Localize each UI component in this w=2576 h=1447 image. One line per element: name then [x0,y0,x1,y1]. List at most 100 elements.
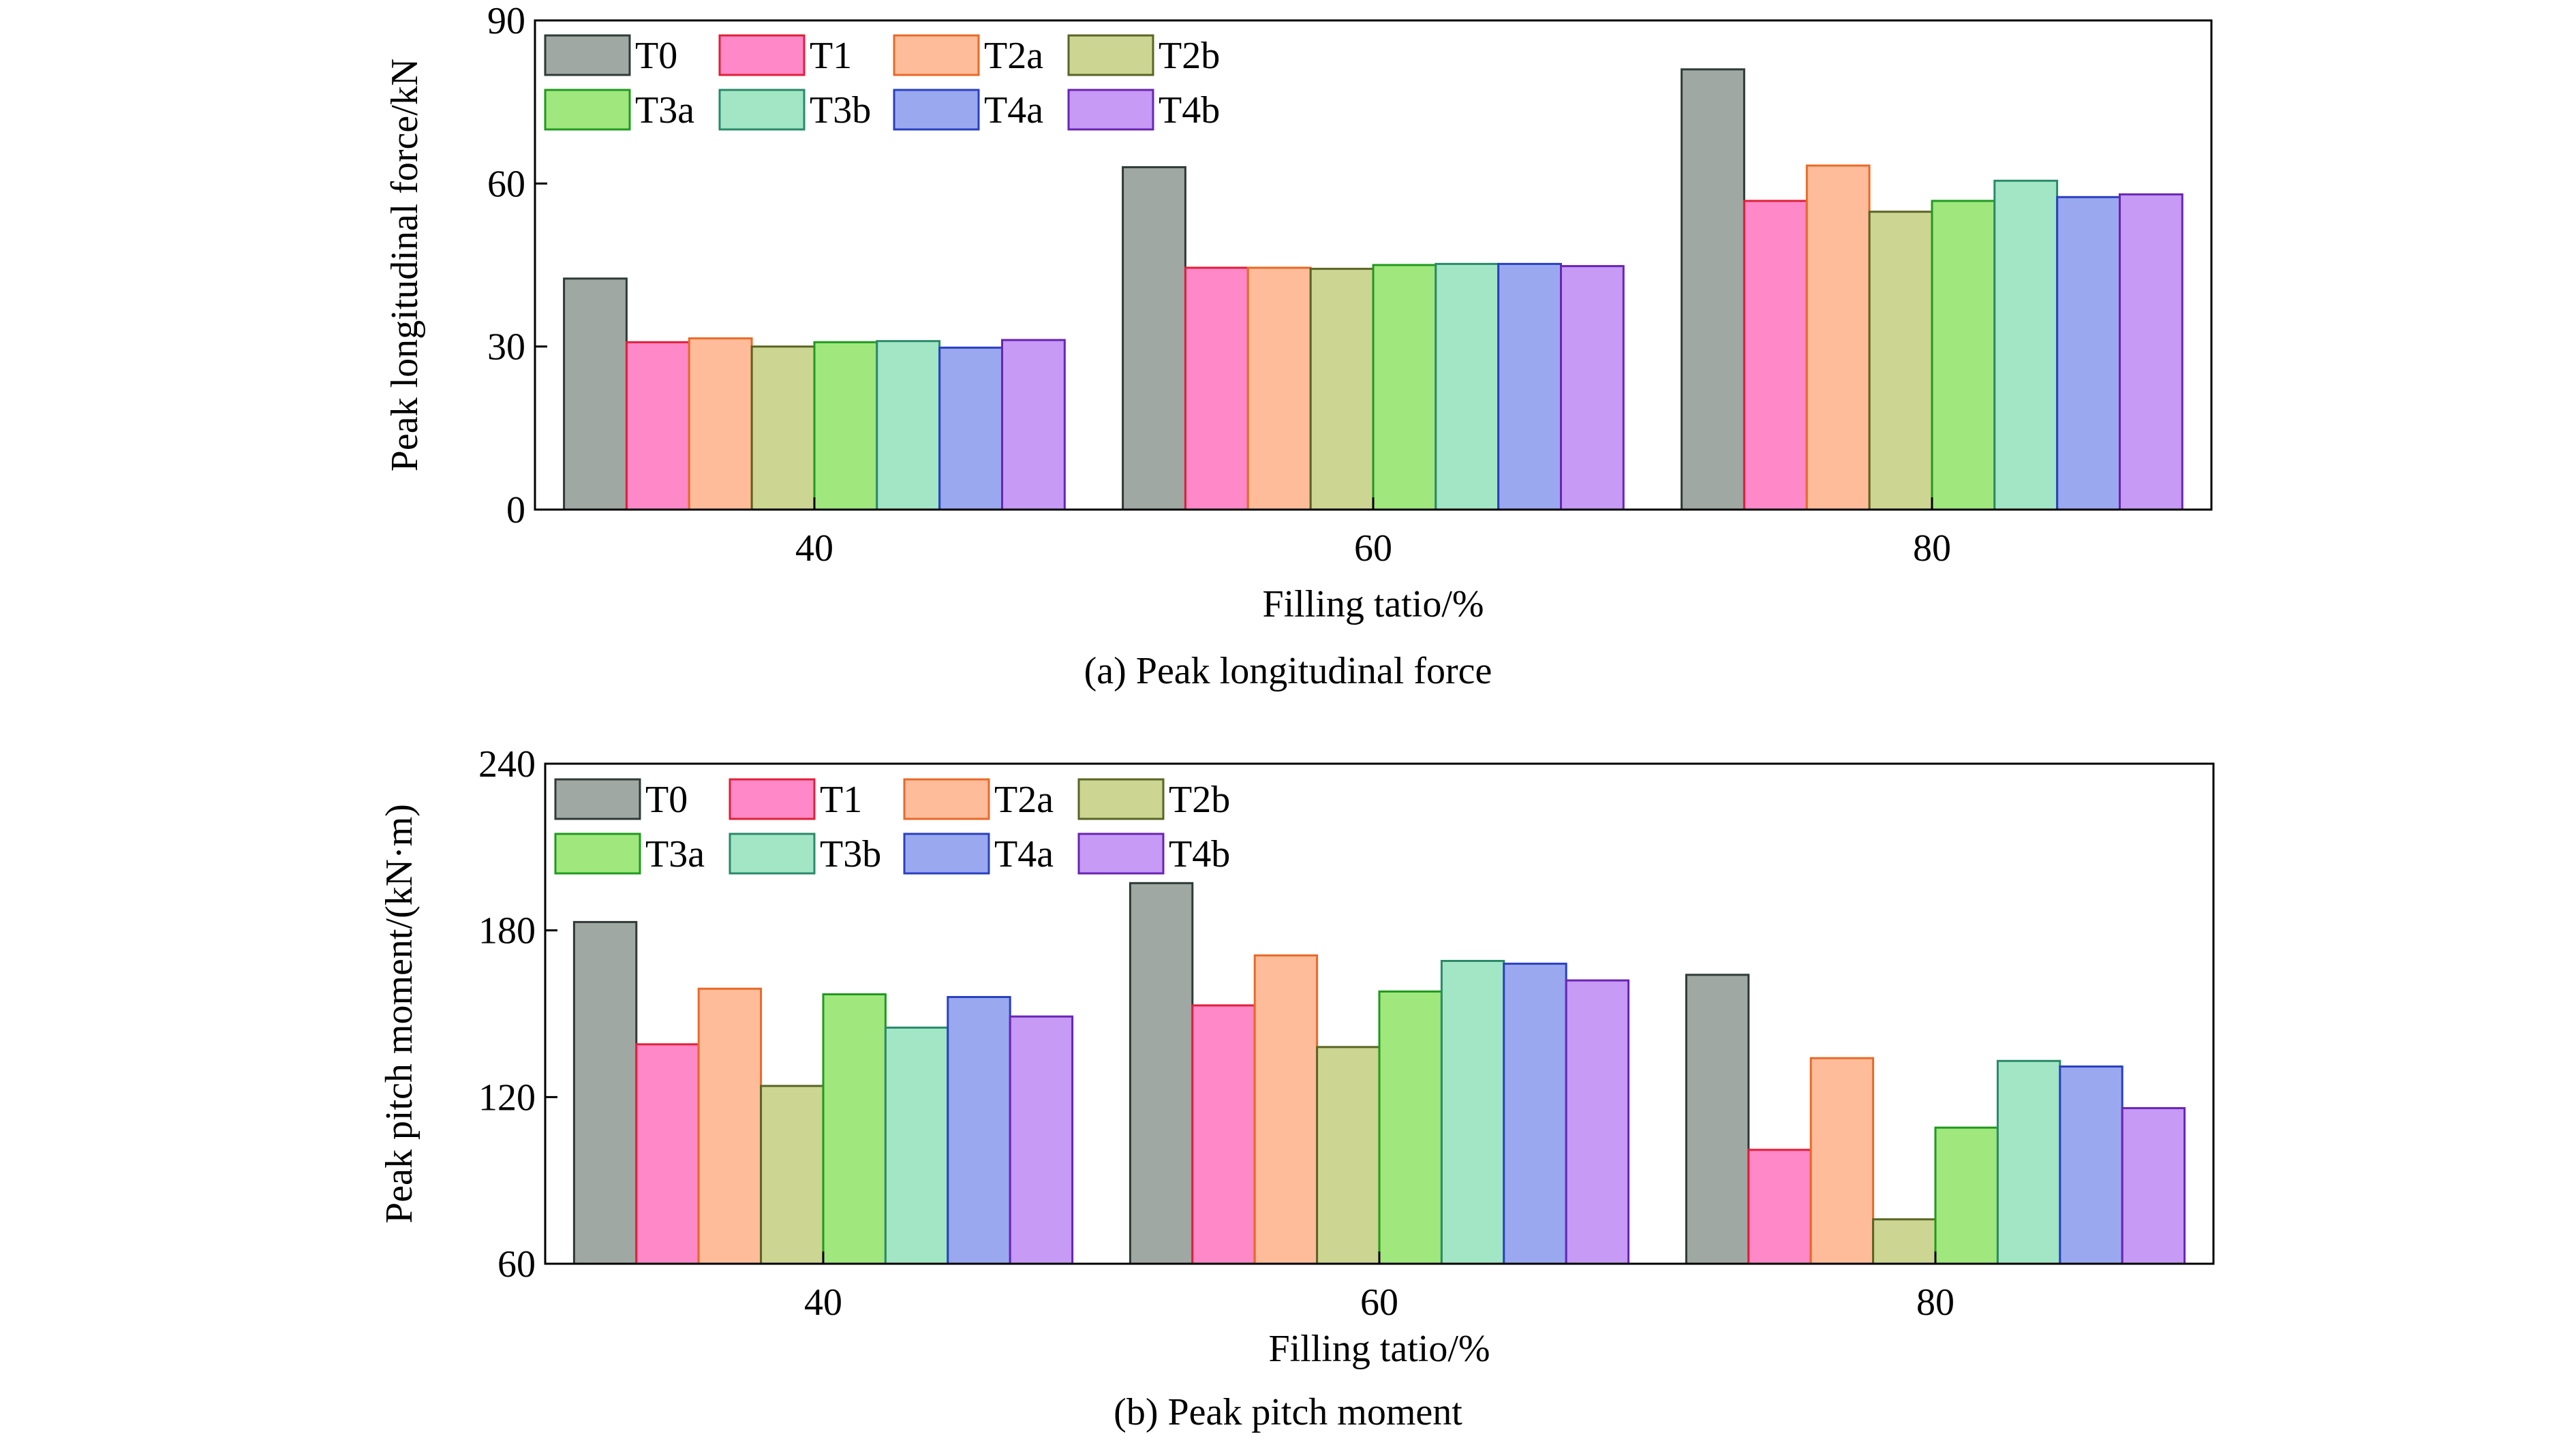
bar-t0-60 [1122,166,1186,511]
legend-label-t4a: T4a [984,89,1043,131]
bar-t3b-60 [1435,262,1500,511]
legend-label-t1: T1 [820,779,862,821]
bar-t2b-40 [750,345,816,511]
bar-t4b-40 [1001,339,1066,511]
bar-t4a-80 [2059,1065,2123,1265]
panel-a-longitudinal-force: 0 30 60 90 40 60 80 Filling tatio/% Peak longitu… [384,0,2213,692]
bar-t4a-40 [938,346,1003,511]
x-tick-label: 80 [1916,1281,1954,1324]
legend-swatch-t2a [903,778,990,820]
bar-t4b-40 [1009,1015,1074,1265]
bar-t2a-60 [1253,954,1319,1265]
bar-t3a-40 [813,341,878,511]
bar-t0-80 [1681,68,1745,511]
bar-t0-80 [1685,974,1750,1265]
x-tick-label: 80 [1913,527,1951,570]
bar-t1-80 [1743,200,1808,511]
y-tick-label: 30 [487,326,525,369]
legend-swatch-t0 [544,34,631,76]
legend-swatch-t3a [554,833,641,875]
legend-swatch-t1 [718,34,806,76]
legend-swatch-t4b [1077,833,1165,875]
legend-label-t3b: T3b [810,89,871,131]
bar-t2b-40 [760,1085,825,1265]
legend-swatch-t2b [1067,34,1154,76]
legend-label-t2b: T2b [1169,779,1230,821]
bar-t2b-60 [1316,1046,1381,1265]
legend-label-t3b: T3b [820,833,881,875]
bar-t1-60 [1191,1004,1256,1265]
legend-swatch-t1 [729,778,816,820]
legend-label-t2b: T2b [1159,35,1220,77]
bar-t1-80 [1747,1149,1812,1265]
y-tick-label: 90 [487,0,525,42]
bar-t1-40 [626,341,690,511]
legend-label-t1: T1 [810,35,852,77]
legend-label-t3a: T3a [635,89,694,131]
bar-t2b-60 [1309,268,1375,511]
panel-caption: (a) Peak longitudinal force [1084,650,1492,692]
legend-swatch-t4a [893,89,980,131]
bar-t3a-60 [1372,264,1437,511]
bar-t2a-40 [688,337,753,511]
y-tick-label: 120 [478,1076,536,1119]
legend-label-t4a: T4a [994,833,1054,875]
bar-t4a-60 [1497,262,1562,511]
bar-t4b-80 [2119,193,2183,511]
y-tick-label: 60 [487,163,525,205]
legend-label-t3a: T3a [645,833,705,875]
bar-t4b-80 [2121,1107,2186,1265]
bar-t2b-80 [1872,1218,1937,1265]
bar-t3a-40 [822,993,887,1265]
bar-t3b-80 [1993,179,2059,511]
bar-t3b-40 [884,1026,949,1265]
y-tick-label: 60 [497,1243,536,1286]
x-axis-title: Filling tatio/% [1262,583,1484,625]
bar-t1-60 [1184,266,1249,511]
bar-t3b-80 [1996,1059,2061,1265]
legend: T0 T1 T2a T2b T3a T3b T4a T4b [554,778,1230,875]
bar-t3b-60 [1440,960,1505,1265]
bar-t2a-80 [1809,1057,1875,1265]
bar-t2a-80 [1805,164,1871,511]
x-tick-label: 60 [1360,1281,1398,1324]
legend-swatch-t2a [893,34,980,76]
panel-b-pitch-moment: 60 120 180 240 40 60 80 Filling tatio/% Peak pit… [378,743,2215,1433]
x-tick-label: 40 [804,1281,842,1324]
y-tick-label: 180 [478,910,536,952]
x-tick-label: 40 [795,527,833,570]
legend-swatch-t2b [1077,778,1165,820]
bar-t4b-60 [1560,265,1625,511]
legend-swatch-t3a [544,89,631,131]
legend-swatch-t0 [554,778,641,820]
bar-t4b-60 [1565,979,1630,1265]
bar-t0-40 [572,920,638,1265]
legend-swatch-t3b [718,89,806,131]
bar-t4a-60 [1503,963,1567,1265]
legend-label-t4b: T4b [1159,89,1220,131]
y-axis-title: Peak pitch moment/(kN·m) [378,804,420,1224]
x-axis-title: Filling tatio/% [1268,1328,1490,1370]
bar-t4a-80 [2056,196,2121,511]
legend-label-t0: T0 [645,779,688,821]
bar-t3a-60 [1378,990,1443,1265]
bar-t3a-80 [1934,1126,1999,1265]
legend-label-t0: T0 [635,35,677,77]
legend-swatch-t4a [903,833,990,875]
bar-t3b-40 [876,340,941,511]
bar-t3a-80 [1931,200,1996,511]
bar-t0-60 [1129,882,1194,1265]
bar-t2a-60 [1246,266,1312,511]
legend-label-t2a: T2a [994,779,1054,821]
x-tick-label: 60 [1354,527,1392,570]
bar-t2a-40 [697,987,763,1265]
bar-t2b-80 [1868,211,1933,511]
y-axis-title: Peak longitudinal force/kN [384,59,426,472]
legend-label-t2a: T2a [984,35,1043,77]
bar-t1-40 [635,1043,700,1265]
y-tick-label: 0 [506,489,525,531]
bar-t4a-40 [947,996,1011,1265]
legend-label-t4b: T4b [1169,833,1230,875]
